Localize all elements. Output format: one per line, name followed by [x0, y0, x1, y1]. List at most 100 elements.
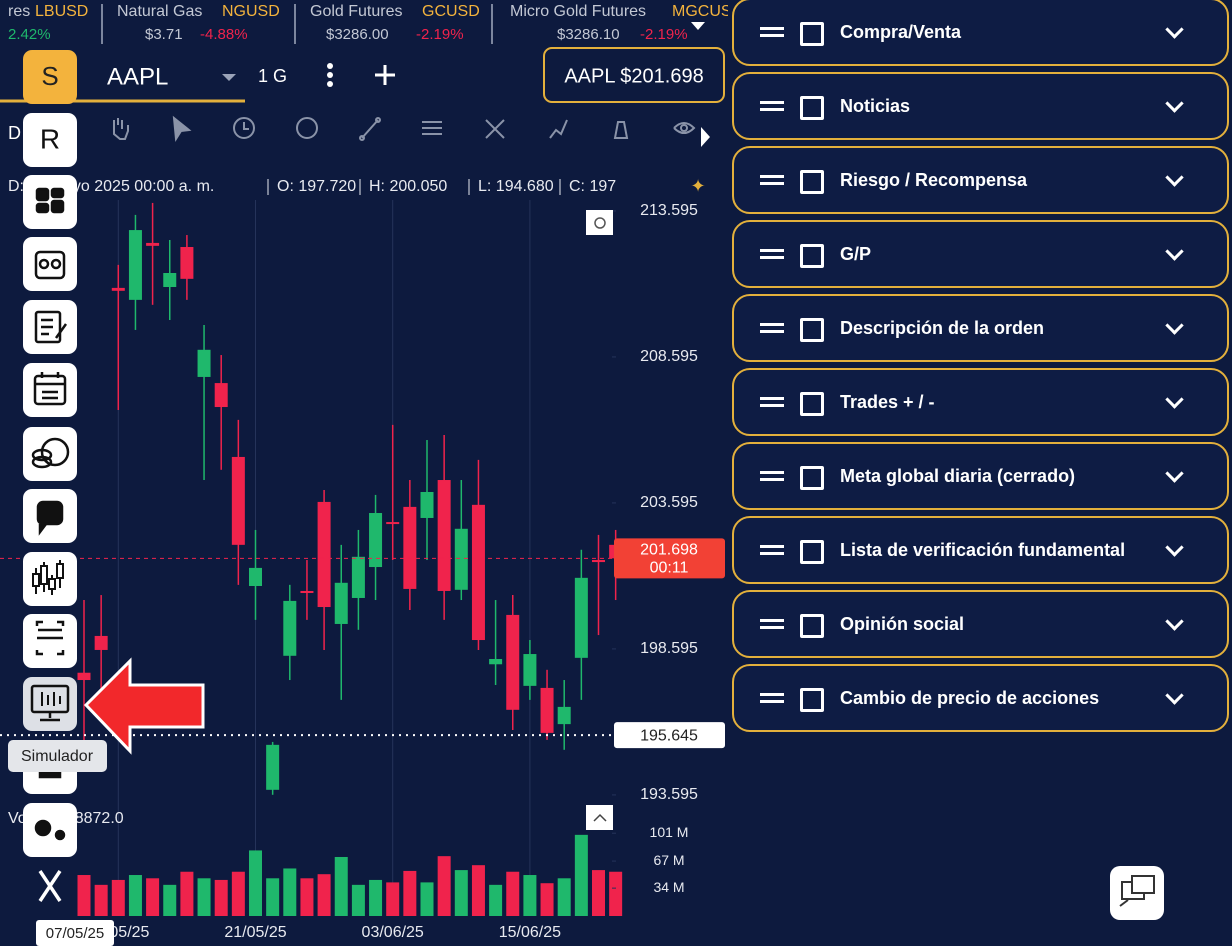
reset-button[interactable]: [586, 210, 613, 235]
highlight-arrow: [83, 657, 205, 755]
add-button[interactable]: [375, 65, 395, 85]
candle-body: [317, 501, 331, 608]
panel[interactable]: Descripción de la orden: [732, 294, 1229, 362]
drag-handle[interactable]: [760, 323, 784, 333]
y-tick-label: 208.595: [640, 348, 698, 365]
drag-handle[interactable]: [760, 545, 784, 555]
ai-button[interactable]: ✦: [690, 176, 705, 196]
drag-handle[interactable]: [760, 397, 784, 407]
fib-tool[interactable]: [422, 121, 442, 135]
volume-bar: [197, 878, 211, 916]
candle-body: [128, 230, 142, 300]
panel[interactable]: Trades + / -: [732, 368, 1229, 436]
edit-icon[interactable]: [800, 96, 824, 120]
chevron[interactable]: [1165, 612, 1184, 631]
eye-tool[interactable]: [673, 122, 696, 134]
collapse-volume[interactable]: [586, 805, 613, 830]
edit-icon[interactable]: [800, 466, 824, 490]
chevron[interactable]: [1165, 686, 1184, 705]
panel[interactable]: G/P: [732, 220, 1229, 288]
panel[interactable]: Riesgo / Recompensa: [732, 146, 1229, 214]
edit-icon[interactable]: [800, 540, 824, 564]
chevron[interactable]: [1165, 390, 1184, 409]
simulator-button[interactable]: [23, 677, 77, 731]
close-button[interactable]: [38, 870, 62, 902]
volume-bar: [540, 883, 554, 916]
volume-bar: [386, 882, 400, 916]
pattern-tool[interactable]: [549, 119, 568, 139]
edit-icon[interactable]: [800, 170, 824, 194]
chevron[interactable]: [1165, 94, 1184, 113]
panel[interactable]: Opinión social: [732, 590, 1229, 658]
scan-button[interactable]: [23, 614, 77, 668]
time-tool[interactable]: [233, 117, 255, 139]
chevron[interactable]: [1165, 538, 1184, 557]
drag-handle[interactable]: [760, 471, 784, 481]
candle-body: [249, 567, 262, 587]
chevron[interactable]: [1165, 242, 1184, 261]
ticker: res LBUSD 2.42% Natural Gas NGUSD $3.71 -4.88%…: [8, 0, 730, 46]
panel[interactable]: Noticias: [732, 72, 1229, 140]
chevron[interactable]: [1165, 464, 1184, 483]
drag-handle[interactable]: [760, 619, 784, 629]
volume-tick-label: 101 M: [650, 824, 689, 840]
layout-button[interactable]: [1110, 866, 1164, 920]
candle-body: [592, 560, 605, 563]
drag-handle[interactable]: [760, 175, 784, 185]
candle-body: [574, 577, 588, 658]
volume-bar: [266, 878, 280, 916]
panel-title: G/P: [840, 243, 872, 264]
candle-body: [163, 272, 177, 288]
drag-handle[interactable]: [760, 27, 784, 37]
ticker-change: 2.42%: [8, 26, 51, 43]
chevron[interactable]: [1165, 20, 1184, 39]
symbol-dropdown[interactable]: [222, 74, 236, 81]
drag-handle[interactable]: [760, 101, 784, 111]
tooltip-text: Simulador: [21, 748, 94, 765]
hand-tool[interactable]: [113, 118, 129, 140]
brush-tool[interactable]: [613, 121, 629, 139]
badge-r[interactable]: [23, 113, 77, 167]
volume-tick-label: 67 M: [653, 852, 684, 868]
badge-s[interactable]: [23, 50, 77, 104]
scissor-tool[interactable]: [485, 119, 505, 139]
toolbar-next[interactable]: [701, 127, 710, 147]
volume-bar: [351, 884, 365, 916]
crosshair-label: 195.645: [640, 727, 698, 744]
dashboard-button[interactable]: [23, 175, 77, 229]
calendar-button[interactable]: [23, 363, 77, 417]
drag-handle[interactable]: [760, 693, 784, 703]
volume-bar: [403, 870, 417, 916]
price-tool[interactable]: [296, 117, 318, 139]
crosshair-badge: [614, 722, 725, 749]
line-tool[interactable]: [361, 119, 379, 139]
candle-body: [77, 672, 91, 681]
edit-icon[interactable]: [800, 614, 824, 638]
pointer-tool[interactable]: [172, 115, 192, 143]
interval[interactable]: 1 G: [258, 66, 287, 86]
x-tick-label: 03/06/25: [362, 924, 424, 941]
panel[interactable]: Compra/Venta: [732, 0, 1229, 66]
menu-dots[interactable]: [327, 63, 333, 87]
volume-bar: [214, 879, 228, 916]
panel[interactable]: Meta global diaria (cerrado): [732, 442, 1229, 510]
edit-icon[interactable]: [800, 318, 824, 342]
edit-icon[interactable]: [800, 22, 824, 46]
candle-body: [557, 706, 571, 725]
candle-body: [506, 614, 520, 710]
chevron[interactable]: [1165, 168, 1184, 187]
edit-icon[interactable]: [800, 688, 824, 712]
edit-icon[interactable]: [800, 244, 824, 268]
candle-body: [454, 528, 468, 590]
candle-body: [266, 744, 280, 790]
symbol[interactable]: AAPL: [107, 63, 168, 90]
watch-button[interactable]: [23, 237, 77, 291]
drag-handle[interactable]: [760, 249, 784, 259]
panel[interactable]: Cambio de precio de acciones: [732, 664, 1229, 732]
chevron[interactable]: [1165, 316, 1184, 335]
sidebar-icons: [30, 187, 70, 841]
panel[interactable]: Lista de verificación fundamental: [732, 516, 1229, 584]
edit-icon[interactable]: [800, 392, 824, 416]
quote-button[interactable]: [543, 47, 725, 103]
